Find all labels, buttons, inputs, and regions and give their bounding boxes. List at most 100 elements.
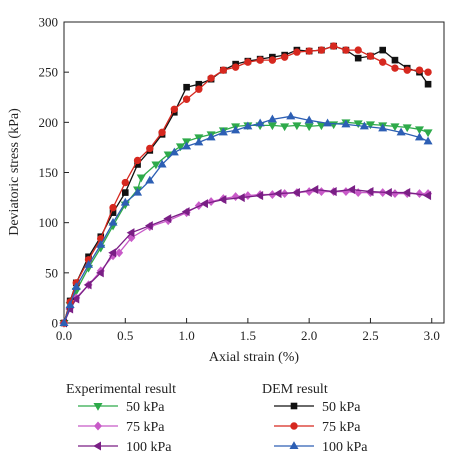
data-point: [231, 63, 240, 71]
data-point: [353, 120, 363, 129]
legend-label: 75 kPa: [126, 420, 165, 435]
data-point: [415, 66, 424, 74]
data-point: [65, 300, 75, 308]
series-experimental-100-kpa: [59, 185, 432, 328]
x-axis-title: Axial strain (%): [209, 350, 300, 365]
data-point: [194, 137, 204, 146]
data-point: [329, 42, 338, 50]
data-point: [133, 187, 143, 196]
legend-entry: 100 kPa: [274, 440, 368, 455]
data-point: [96, 239, 106, 248]
data-point: [384, 188, 392, 198]
data-point: [200, 199, 208, 209]
legend-entry: 50 kPa: [78, 400, 165, 415]
data-point: [146, 144, 154, 153]
data-point: [391, 56, 399, 64]
x-tick-label: 2.0: [301, 328, 317, 343]
data-point: [108, 248, 117, 258]
data-point: [244, 58, 252, 66]
series-line: [63, 45, 429, 324]
data-point: [341, 187, 350, 197]
data-point: [182, 95, 191, 103]
series-layer: [59, 42, 433, 328]
data-point: [126, 228, 135, 238]
x-tick-label: 2.5: [362, 328, 378, 343]
data-point: [402, 188, 411, 198]
data-point: [317, 46, 326, 54]
data-point: [391, 64, 399, 72]
data-point: [243, 191, 252, 201]
x-tick-label: 0.5: [117, 328, 133, 343]
series-dem-75-kpa: [60, 42, 432, 327]
data-point: [268, 56, 277, 64]
data-point: [182, 141, 192, 150]
series-line: [63, 45, 429, 324]
data-point: [83, 280, 92, 290]
data-point: [158, 128, 166, 137]
plot-frame: [63, 21, 445, 324]
legend-label: 100 kPa: [126, 440, 172, 455]
data-point: [145, 221, 153, 231]
data-point: [71, 282, 81, 290]
legend-marker: [93, 421, 103, 431]
data-point: [414, 126, 425, 135]
x-axis: 0.0 0.5 1.0 1.5 2.0 2.5 3.0: [56, 318, 440, 343]
data-point: [157, 159, 167, 168]
data-point: [109, 203, 117, 212]
data-point: [206, 132, 216, 141]
data-point: [83, 260, 94, 268]
data-point: [424, 68, 432, 76]
data-point: [243, 121, 253, 130]
data-point: [366, 52, 375, 60]
series-dem-50-kpa: [60, 42, 432, 327]
data-point: [414, 132, 425, 141]
y-tick-label: 100: [39, 215, 59, 230]
series-line: [63, 121, 429, 324]
x-tick-label: 0.0: [56, 328, 72, 343]
data-point: [163, 214, 172, 224]
y-tick-label: 150: [39, 165, 59, 180]
legend-marker: [290, 402, 298, 410]
legend-entry: 50 kPa: [274, 400, 361, 415]
legend-label: 100 kPa: [322, 440, 368, 455]
data-point: [328, 187, 337, 197]
data-point: [403, 66, 411, 74]
data-point: [273, 189, 282, 199]
data-point: [255, 191, 264, 201]
data-point: [341, 119, 351, 128]
data-point: [424, 80, 432, 88]
data-point: [236, 193, 245, 203]
data-point: [390, 123, 400, 132]
legend-group-title-dem: DEM result: [262, 382, 328, 397]
legend: Experimental result DEM result 50 kPa 75 …: [66, 382, 368, 455]
legend-entry: 75 kPa: [274, 420, 361, 435]
series-dem-100-kpa: [59, 111, 433, 327]
data-point: [207, 74, 215, 82]
data-point: [323, 118, 333, 127]
legend-entry: 75 kPa: [78, 420, 165, 435]
data-point: [317, 187, 326, 197]
data-point: [231, 192, 240, 202]
data-point: [121, 189, 129, 196]
data-point: [183, 83, 190, 91]
data-point: [379, 46, 387, 54]
y-tick-label: 200: [39, 115, 59, 130]
data-point: [133, 156, 142, 165]
data-point: [195, 85, 203, 93]
data-point: [136, 174, 146, 183]
y-tick-label: 50: [45, 265, 58, 280]
data-point: [175, 143, 185, 152]
legend-group-title-experimental: Experimental result: [66, 382, 176, 397]
y-tick-label: 0: [52, 316, 59, 331]
data-point: [219, 66, 228, 74]
x-tick-label: 1.0: [178, 328, 194, 343]
data-point: [121, 178, 129, 187]
plot-area: [63, 21, 445, 324]
series-line: [63, 115, 429, 324]
data-point: [280, 123, 290, 132]
data-point: [310, 185, 319, 195]
data-point: [218, 195, 227, 205]
data-point: [379, 58, 387, 66]
data-point: [304, 123, 314, 132]
